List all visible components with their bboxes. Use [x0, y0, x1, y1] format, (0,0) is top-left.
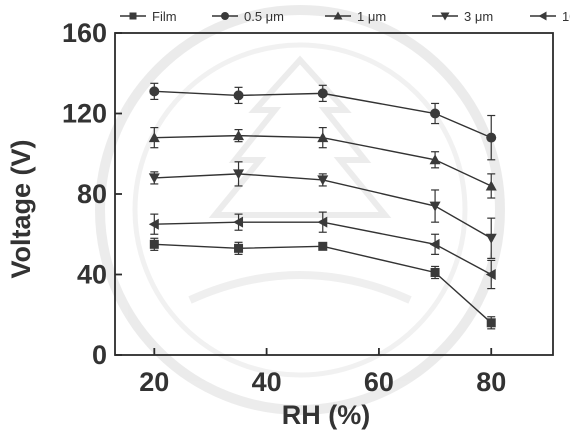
data-point [430, 108, 441, 119]
legend-marker [221, 12, 229, 20]
data-point [148, 132, 160, 143]
data-point [486, 132, 497, 143]
series-3 [148, 161, 497, 259]
data-point [430, 267, 440, 277]
y-tick-label: 120 [62, 99, 107, 129]
legend-label: 10 μm [562, 9, 570, 24]
series-0 [149, 237, 496, 330]
data-point [233, 130, 245, 141]
data-point [233, 90, 244, 101]
data-point [148, 173, 160, 184]
y-tick-label: 0 [92, 340, 107, 370]
data-point [318, 241, 328, 251]
y-tick-label: 160 [62, 18, 107, 48]
data-point [485, 233, 497, 244]
plot-area: 0 40 80 120 160 20 40 60 80 RH (%) Voltage (V) [6, 18, 554, 430]
x-tick-label: 80 [476, 367, 506, 397]
plot-frame [114, 32, 554, 356]
legend-item-2: 1 μm [325, 9, 386, 24]
data-point [317, 175, 329, 186]
legend-item-4: 10 μm [530, 9, 570, 24]
data-point [149, 239, 159, 249]
data-point [429, 154, 441, 165]
data-point [234, 243, 244, 253]
legend-item-1: 0.5 μm [212, 9, 284, 24]
legend-label: 0.5 μm [244, 9, 284, 24]
x-tick-label: 40 [252, 367, 282, 397]
data-point [317, 132, 329, 143]
legend-marker [129, 12, 137, 20]
background-watermark [95, 5, 505, 415]
legend-item-3: 3 μm [432, 9, 493, 24]
series-2 [148, 126, 497, 199]
data-point [429, 201, 441, 212]
series-line [154, 243, 492, 324]
x-tick-label: 20 [139, 367, 169, 397]
legend-marker [333, 11, 343, 20]
data-point [486, 318, 496, 328]
legend-item-0: Film [120, 9, 177, 24]
data-point [485, 180, 497, 191]
data-point [485, 269, 496, 280]
data-point [429, 238, 440, 250]
legend-label: 3 μm [464, 9, 493, 24]
data-point [317, 216, 328, 228]
legend-label: 1 μm [357, 9, 386, 24]
data-point [148, 218, 159, 230]
legend-label: Film [152, 9, 177, 24]
data-point [233, 169, 245, 180]
y-tick-label: 40 [77, 260, 107, 290]
legend-marker [440, 12, 450, 21]
y-tick-label: 80 [77, 179, 107, 209]
y-axis-title: Voltage (V) [6, 139, 36, 278]
series-1 [149, 82, 497, 161]
legend-marker [538, 11, 547, 21]
legend: Film 0.5 μm 1 μm 3 μm 10 μm [120, 9, 570, 24]
x-tick-label: 60 [364, 367, 394, 397]
data-point [149, 86, 160, 97]
series-4 [148, 211, 496, 290]
data-point [233, 216, 244, 228]
x-axis-title: RH (%) [282, 400, 371, 430]
data-point [317, 88, 328, 99]
